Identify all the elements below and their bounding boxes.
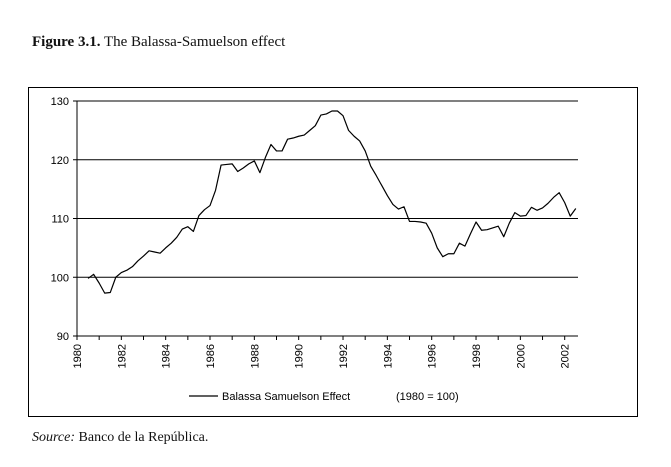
y-tick-label: 130 — [51, 96, 69, 108]
legend-entry: Balassa Samuelson Effect — [222, 391, 350, 403]
source-label: Source: — [32, 430, 76, 445]
x-tick-label: 1998 — [471, 344, 483, 368]
source-text: Banco de la República. — [75, 430, 209, 445]
x-tick-label: 2002 — [560, 344, 572, 368]
x-tick-label: 1996 — [427, 344, 439, 368]
chart-frame — [28, 87, 638, 417]
y-tick-label: 100 — [51, 272, 69, 284]
y-tick-label: 110 — [51, 214, 69, 226]
x-tick-label: 1992 — [338, 344, 350, 368]
x-tick-label: 2000 — [515, 344, 527, 368]
y-tick-label: 90 — [57, 331, 69, 343]
x-tick-label: 1984 — [161, 344, 173, 368]
x-tick-label: 1988 — [249, 344, 261, 368]
y-tick-label: 120 — [51, 155, 69, 167]
figure-caption: The Balassa-Samuelson effect — [100, 34, 286, 50]
series-line — [87, 110, 577, 294]
x-tick-label: 1980 — [72, 344, 84, 368]
x-tick-label: 1986 — [205, 344, 217, 368]
source-note: Source: Banco de la República. — [32, 430, 208, 446]
x-tick-label: 1990 — [294, 344, 306, 368]
figure-title: Figure 3.1. The Balassa-Samuelson effect — [32, 34, 285, 51]
figure-label: Figure 3.1. — [32, 34, 101, 50]
legend-note: (1980 = 100) — [396, 391, 459, 403]
x-tick-label: 1982 — [116, 344, 128, 368]
x-tick-label: 1994 — [382, 344, 394, 368]
